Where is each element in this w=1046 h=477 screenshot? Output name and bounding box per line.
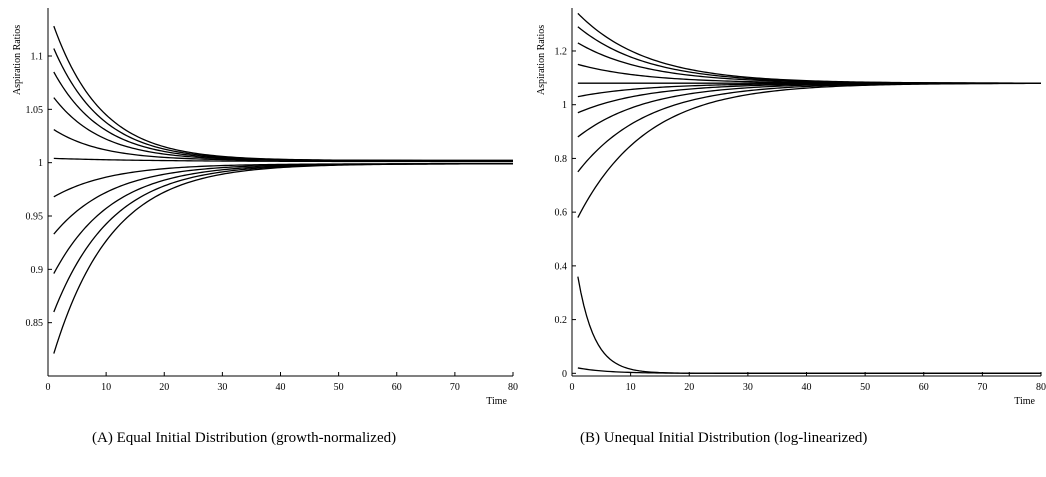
series-line xyxy=(53,71,513,162)
x-axis-title: Time xyxy=(486,396,507,407)
x-tick-label: 60 xyxy=(919,382,929,393)
series-line xyxy=(53,163,513,313)
y-tick-label: 0 xyxy=(562,369,567,380)
caption-b: (B) Unequal Initial Distribution (log-li… xyxy=(580,428,1020,449)
x-tick-label: 30 xyxy=(743,382,753,393)
series-line xyxy=(53,163,513,198)
caption-b-label: (B) xyxy=(580,430,600,446)
x-tick-label: 10 xyxy=(101,382,111,393)
x-tick-label: 60 xyxy=(392,382,402,393)
x-tick-label: 50 xyxy=(334,382,344,393)
series-line xyxy=(577,367,1041,374)
y-tick-label: 1.2 xyxy=(555,46,568,57)
y-tick-label: 0.95 xyxy=(26,212,44,223)
series-line xyxy=(53,25,513,162)
x-tick-label: 80 xyxy=(508,382,518,393)
chart-panel-a: 0 10 20 30 40 50 60 70 80 0.85 0.9 0.95 1 1.05 1.1 Time… xyxy=(12,8,518,449)
series-line xyxy=(53,163,514,274)
y-tick-label: 0.2 xyxy=(555,315,568,326)
y-tick-label: 0.8 xyxy=(555,154,568,165)
series-line xyxy=(53,157,513,163)
y-axis-title: Aspiration Ratios xyxy=(12,25,23,95)
series-line xyxy=(53,48,513,162)
series-line xyxy=(577,26,1041,84)
chart-b-plot: 0 10 20 30 40 50 60 70 80 0 0.2 0.4 0.6 0.8 1 1.2 Time As… xyxy=(536,8,1046,407)
chart-panel-b: 0 10 20 30 40 50 60 70 80 0 0.2 0.4 0.6 0.8 1 1.2 Time As… xyxy=(523,0,1046,477)
series-line xyxy=(53,129,513,162)
caption-a: (A) Equal Initial Distribution (growth-n… xyxy=(92,428,462,449)
caption-b-text: Unequal Initial Distribution (log-linear… xyxy=(603,430,868,446)
x-tick-label: 30 xyxy=(217,382,227,393)
x-tick-label: 10 xyxy=(626,382,636,393)
x-tick-label: 0 xyxy=(46,382,51,393)
y-tick-label: 1 xyxy=(562,100,567,111)
caption-a-text: Equal Initial Distribution (growth-norma… xyxy=(116,430,397,446)
x-axis-title: Time xyxy=(1014,396,1035,407)
series-line xyxy=(577,276,1041,374)
x-tick-label: 40 xyxy=(276,382,286,393)
y-axis-title: Aspiration Ratios xyxy=(536,25,547,95)
x-tick-label: 70 xyxy=(450,382,460,393)
series-line xyxy=(53,163,514,354)
series-line xyxy=(577,12,1042,84)
x-tick-label: 0 xyxy=(570,382,575,393)
y-tick-label: 0.6 xyxy=(555,208,568,219)
series-line xyxy=(53,97,513,162)
caption-a-label: (A) xyxy=(92,430,113,446)
y-tick-label: 1 xyxy=(38,158,43,169)
y-tick-label: 0.85 xyxy=(26,318,44,329)
y-tick-label: 0.9 xyxy=(31,265,44,276)
x-tick-label: 50 xyxy=(860,382,870,393)
series-line xyxy=(577,82,1042,218)
y-tick-label: 1.1 xyxy=(31,52,44,63)
x-tick-label: 70 xyxy=(977,382,987,393)
series-line xyxy=(577,82,1041,138)
series-line xyxy=(577,82,1041,173)
x-tick-label: 40 xyxy=(802,382,812,393)
y-tick-label: 1.05 xyxy=(26,105,44,116)
x-tick-label: 80 xyxy=(1036,382,1046,393)
y-tick-label: 0.4 xyxy=(555,261,568,272)
chart-a-plot: 0 10 20 30 40 50 60 70 80 0.85 0.9 0.95 1 1.05 1.1 Time… xyxy=(12,8,518,407)
x-tick-label: 20 xyxy=(684,382,694,393)
x-tick-label: 20 xyxy=(159,382,169,393)
